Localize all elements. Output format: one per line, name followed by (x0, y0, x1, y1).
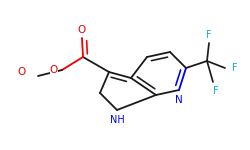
Text: N: N (175, 95, 183, 105)
Text: F: F (206, 30, 212, 40)
Text: F: F (213, 86, 219, 96)
Text: O: O (50, 65, 58, 75)
Text: O: O (78, 25, 86, 35)
Text: F: F (232, 63, 238, 73)
Text: O: O (18, 67, 26, 77)
Text: NH: NH (110, 115, 124, 125)
